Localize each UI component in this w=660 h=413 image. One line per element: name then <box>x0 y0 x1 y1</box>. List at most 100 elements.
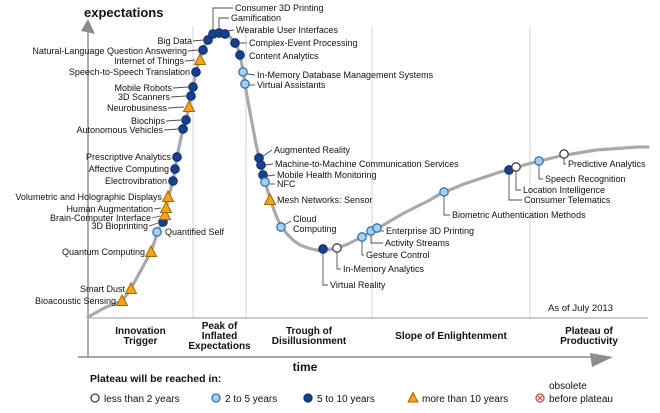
y-axis-title: expectations <box>84 5 163 20</box>
tech-biochips: Biochips <box>131 115 191 126</box>
tech-autonomous-vehicles: Autonomous Vehicles <box>76 124 188 135</box>
tech-label: Consumer 3D Printing <box>235 3 324 13</box>
circle-marker <box>220 29 230 39</box>
tech-label: Biochips <box>131 116 166 126</box>
tech-label: Big Data <box>157 36 192 46</box>
leader-line <box>192 39 204 42</box>
leader-line <box>336 252 341 270</box>
y-axis-arrow <box>81 19 95 34</box>
phase-label: Expectations <box>188 341 251 352</box>
phase-label: Inflated <box>202 331 238 342</box>
tech-label: Biometric Authentication Methods <box>452 210 586 220</box>
tech-label: Electrovibration <box>105 176 167 186</box>
tech-location-intelligence: Location Intelligence <box>511 162 605 195</box>
tech-virtual-reality: Virtual Reality <box>318 244 386 290</box>
leader-line <box>151 215 161 219</box>
tech-label: Prescriptive Analytics <box>86 152 172 162</box>
tech-affective-computing: Affective Computing <box>89 164 180 174</box>
legend-label: before plateau <box>549 394 613 405</box>
tech-label: Natural-Language Question Answering <box>32 46 187 56</box>
leader-line <box>370 235 383 244</box>
tech-label: Smart Dust <box>80 284 126 294</box>
tech-speech-recognition: Speech Recognition <box>534 156 626 184</box>
phase-label: Slope of Enlightenment <box>395 331 507 342</box>
phase-label: Trough of <box>286 326 333 337</box>
tech-label: 3D Bioprinting <box>91 221 148 231</box>
tech-activity-streams: Activity Streams <box>366 226 450 248</box>
tech-speech-to-speech-translation: Speech-to-Speech Translation <box>69 67 201 77</box>
triangle-marker <box>263 192 277 205</box>
tech-electrovibration: Electrovibration <box>105 176 178 186</box>
triangle-marker <box>161 189 175 202</box>
tech-biometric-authentication-methods: Biometric Authentication Methods <box>439 187 586 220</box>
circle-marker <box>168 176 178 186</box>
tech-label: Volumetric and Holographic Displays <box>15 192 162 202</box>
leader-line <box>172 86 189 89</box>
tech-label: Bioacoustic Sensing <box>35 296 116 306</box>
circle-marker <box>439 187 449 197</box>
leader-line <box>165 119 182 122</box>
x-axis-arrow <box>590 353 613 367</box>
tech-human-augmentation: Human Augmentation <box>66 200 173 214</box>
circle-marker <box>511 162 521 172</box>
leader-line <box>187 49 199 52</box>
tech-label: Machine-to-Machine Communication Service… <box>275 159 459 169</box>
tech-enterprise-3d-printing: Enterprise 3D Printing <box>372 223 474 236</box>
legend-label: less than 2 years <box>104 394 180 405</box>
leader-line <box>167 106 185 109</box>
tech-label: Content Analytics <box>249 51 319 61</box>
tech-label: Speech Recognition <box>545 174 626 184</box>
circle-marker <box>276 222 286 232</box>
tech-natural-language-question-answering: Natural-Language Question Answering <box>32 45 208 56</box>
circle-marker <box>188 82 198 92</box>
tech-label: Autonomous Vehicles <box>76 125 163 135</box>
legend-heading: Plateau will be reached in: <box>90 373 221 385</box>
tech-label: Complex-Event Processing <box>249 38 358 48</box>
circle-marker <box>318 244 328 254</box>
tech-label: Location Intelligence <box>523 185 605 195</box>
circle-marker <box>260 177 270 187</box>
tech-label: Gesture Control <box>366 250 430 260</box>
triangle-marker <box>124 281 138 294</box>
leader-line <box>246 73 256 76</box>
tech-label: Consumer Telematics <box>524 195 611 205</box>
phase-label: Innovation <box>115 326 166 337</box>
circle-marker <box>235 50 245 60</box>
circle-marker <box>90 393 100 403</box>
x-axis-title: time <box>293 360 318 374</box>
circle-marker <box>186 91 196 101</box>
phase-label: Peak of <box>202 321 238 332</box>
circle-marker <box>211 393 221 403</box>
axes <box>78 19 648 367</box>
tech-label: Internet of Things <box>114 56 184 66</box>
circle-marker <box>559 149 569 159</box>
triangle-marker <box>159 200 173 213</box>
circle-marker <box>256 160 266 170</box>
legend-label: 5 to 10 years <box>317 394 375 405</box>
tech-label: Enterprise 3D Printing <box>386 226 474 236</box>
circle-marker <box>170 164 180 174</box>
tech-label: Wearable User Interfaces <box>236 25 338 35</box>
circle-marker <box>191 67 201 77</box>
leader-line <box>262 149 273 157</box>
tech-label: Activity Streams <box>385 238 450 248</box>
circle-marker <box>372 223 382 233</box>
tech-quantified-self: Quantified Self <box>152 227 225 237</box>
legend-label: more than 10 years <box>422 394 508 405</box>
tech-content-analytics: Content Analytics <box>235 50 319 61</box>
tech-quantum-computing: Quantum Computing <box>62 244 158 257</box>
leader-line <box>515 171 521 191</box>
legend-label: 2 to 5 years <box>225 394 277 405</box>
tech-label: Speech-to-Speech Translation <box>69 67 190 77</box>
circle-marker <box>230 38 240 48</box>
tech-virtual-assistants: Virtual Assistants <box>240 79 326 90</box>
tech-in-memory-database-management-systems: In-Memory Database Management Systems <box>238 67 434 80</box>
tech-neurobusiness: Neurobusiness <box>107 99 196 113</box>
